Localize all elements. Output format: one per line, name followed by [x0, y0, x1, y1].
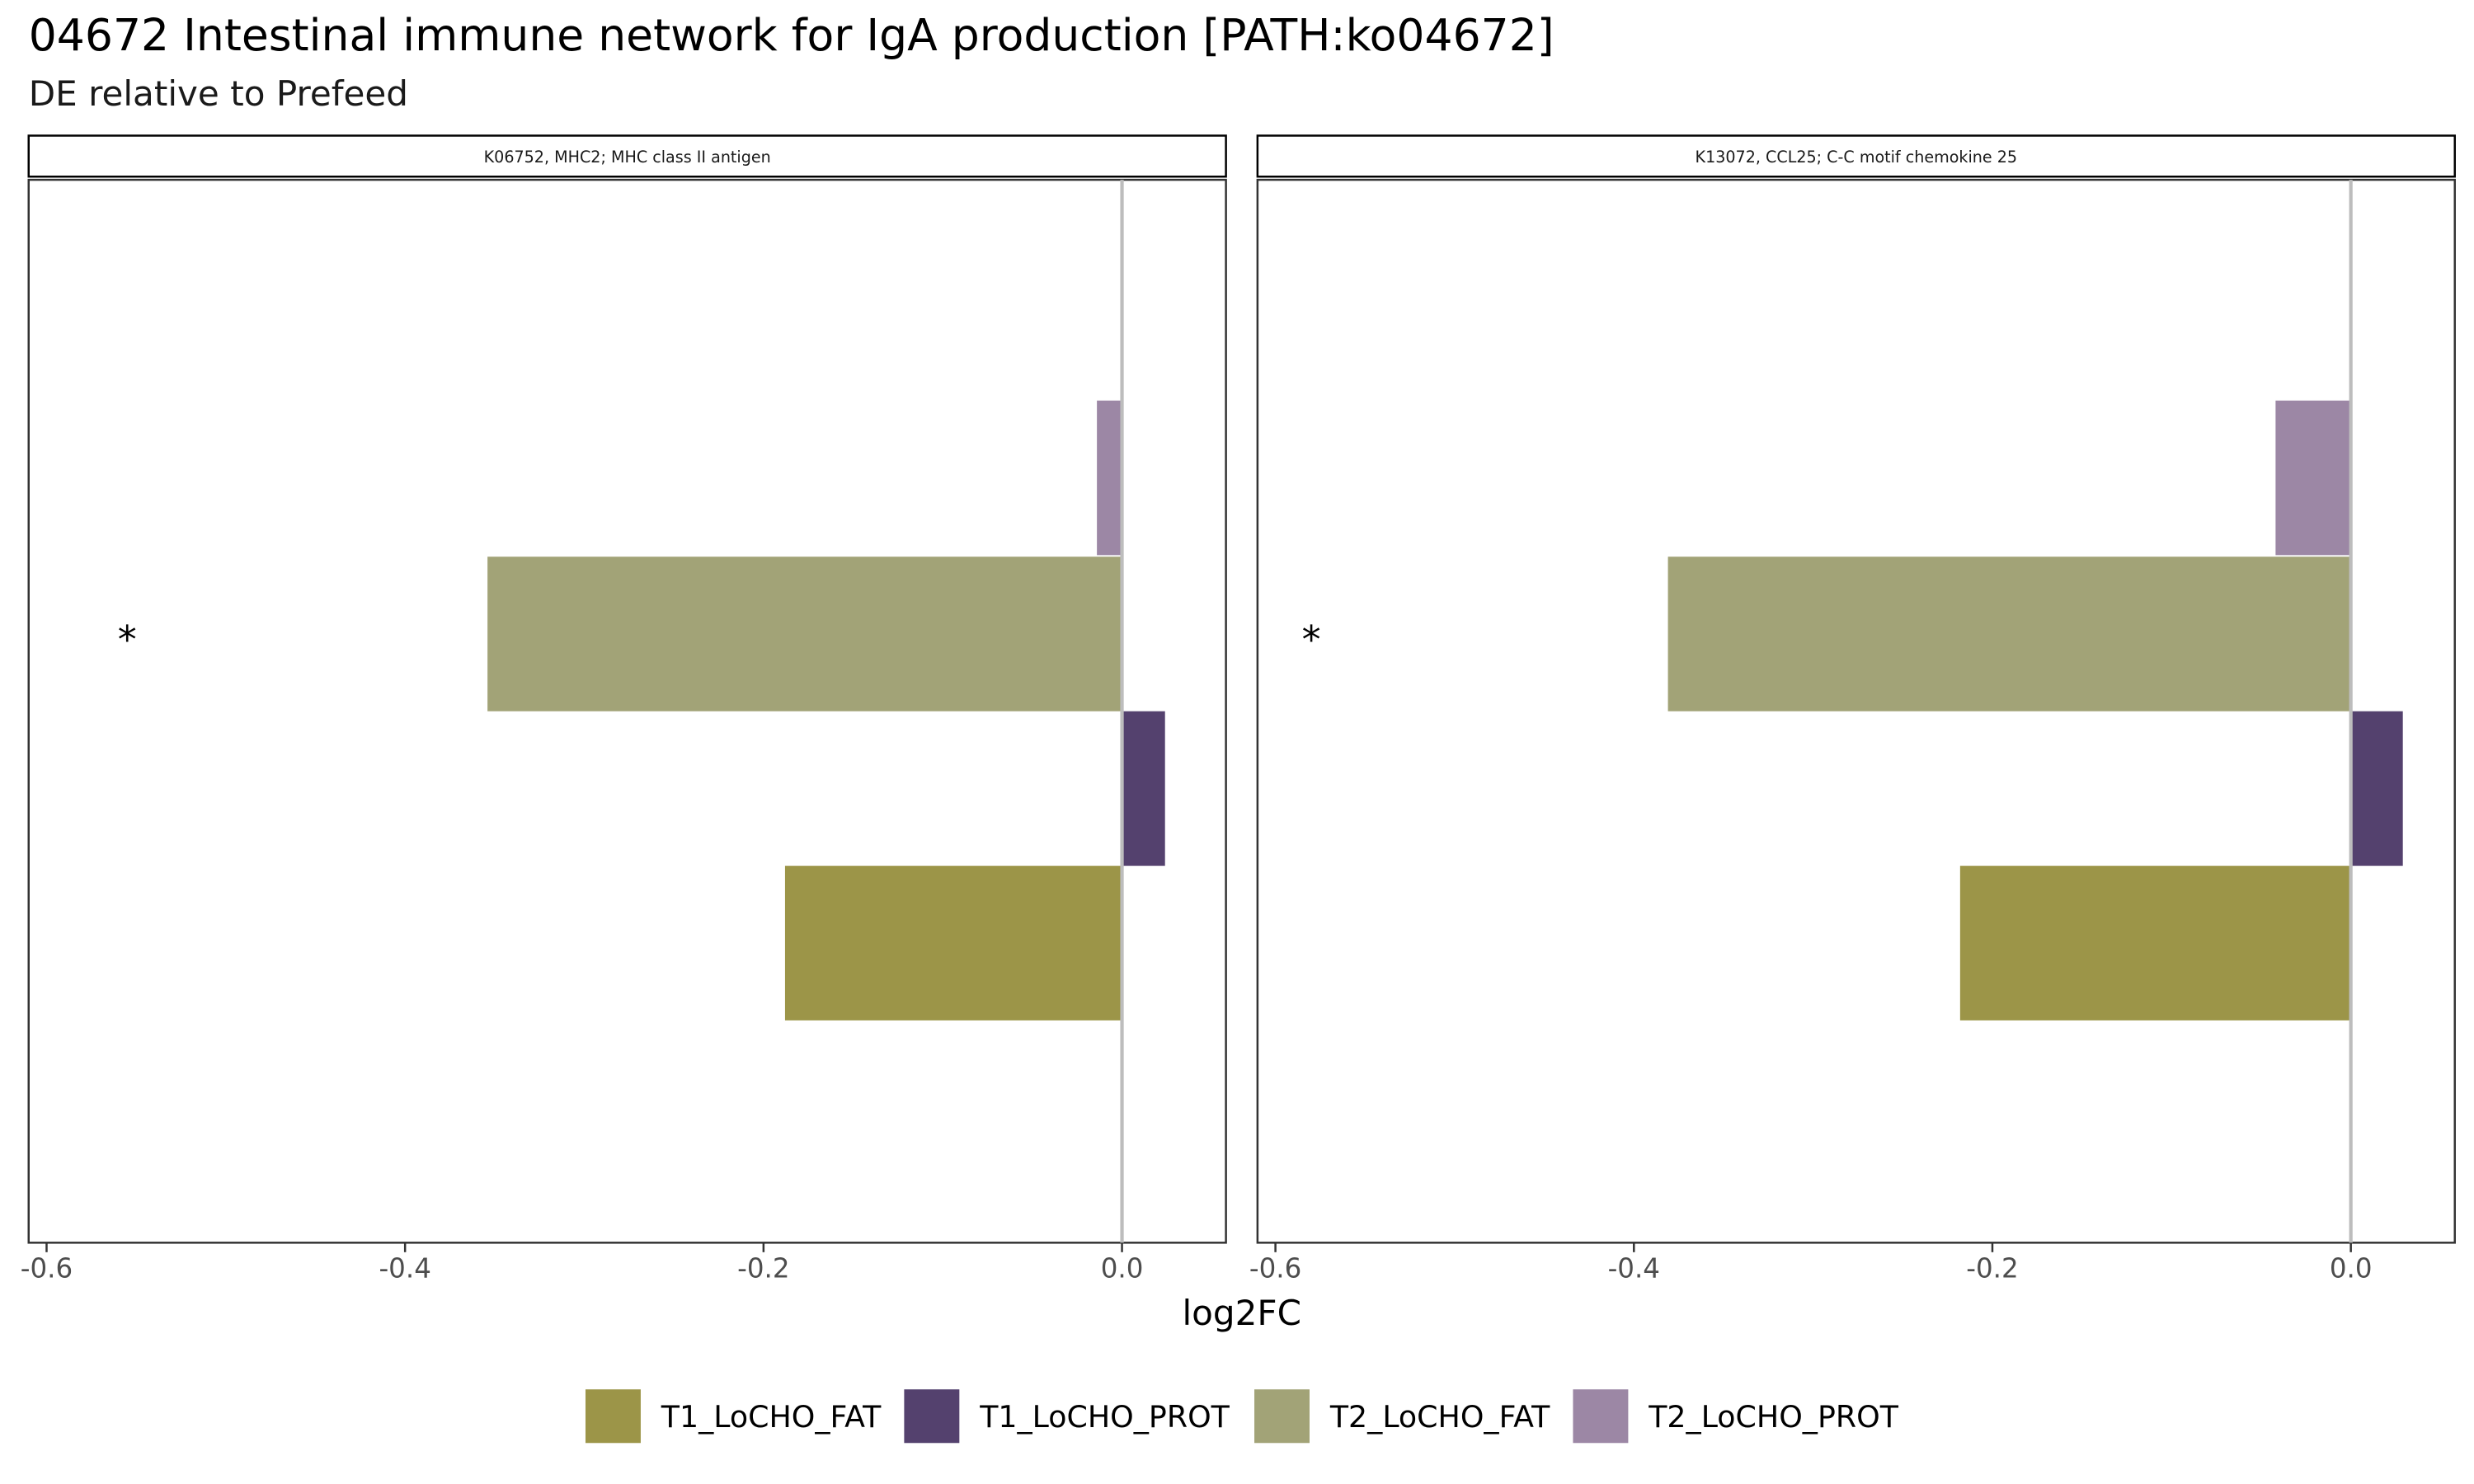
facet-strip-label: K06752, MHC2; MHC class II antigen	[484, 148, 771, 167]
facet-panel: K13072, CCL25; C-C motif chemokine 25 * -0…	[1249, 134, 2456, 1284]
x-axis-label: log2FC	[1182, 1293, 1301, 1333]
x-tick-label: 0.0	[1101, 1252, 1144, 1284]
bar-t2-locho-prot	[1097, 400, 1122, 556]
facet-panels: K06752, MHC2; MHC class II antigen * -0.6 -…	[21, 134, 2456, 1284]
bar-t1-locho-prot	[2350, 711, 2403, 866]
bar-t1-locho-fat	[1959, 866, 2351, 1021]
bar-t2-locho-prot	[2275, 400, 2351, 556]
bar-t2-locho-fat	[1667, 556, 2351, 711]
bar-t1-locho-fat	[784, 866, 1122, 1021]
legend-item-t1-locho-fat: T1_LoCHO_FAT	[585, 1389, 882, 1444]
legend-item-t2-locho-fat: T2_LoCHO_FAT	[1254, 1389, 1550, 1444]
legend-label: T1_LoCHO_PROT	[979, 1399, 1230, 1435]
significance-asterisk: *	[118, 618, 137, 662]
legend-key	[585, 1389, 641, 1444]
x-tick-label: -0.2	[1966, 1252, 2018, 1284]
x-tick-label: -0.2	[737, 1252, 789, 1284]
bar-t2-locho-fat	[487, 556, 1122, 711]
facet-strip-label: K13072, CCL25; C-C motif chemokine 25	[1696, 148, 2018, 167]
x-tick-label: -0.4	[1608, 1252, 1660, 1284]
significance-asterisk: *	[1302, 618, 1321, 662]
x-tick-label: -0.6	[21, 1252, 73, 1284]
chart-subtitle: DE relative to Prefeed	[29, 73, 408, 114]
bar-t1-locho-prot	[1122, 711, 1165, 866]
legend-key	[1573, 1389, 1629, 1444]
legend-label: T2_LoCHO_PROT	[1648, 1399, 1898, 1435]
facet-panel: K06752, MHC2; MHC class II antigen * -0.6 -…	[21, 134, 1227, 1284]
legend-item-t1-locho-prot: T1_LoCHO_PROT	[904, 1389, 1230, 1444]
legend-label: T1_LoCHO_FAT	[661, 1399, 882, 1435]
legend-item-t2-locho-prot: T2_LoCHO_PROT	[1573, 1389, 1899, 1444]
chart-title: 04672 Intestinal immune network for IgA …	[29, 9, 1554, 61]
legend: T1_LoCHO_FAT T1_LoCHO_PROT T2_LoCHO_FAT T2_…	[585, 1389, 1899, 1444]
legend-key	[904, 1389, 960, 1444]
facet-strip	[27, 134, 1227, 178]
facet-strip	[1256, 134, 2456, 178]
x-tick-label: -0.6	[1249, 1252, 1301, 1284]
legend-label: T2_LoCHO_FAT	[1329, 1399, 1550, 1435]
x-tick-label: 0.0	[2330, 1252, 2373, 1284]
legend-key	[1254, 1389, 1310, 1444]
x-tick-label: -0.4	[379, 1252, 430, 1284]
